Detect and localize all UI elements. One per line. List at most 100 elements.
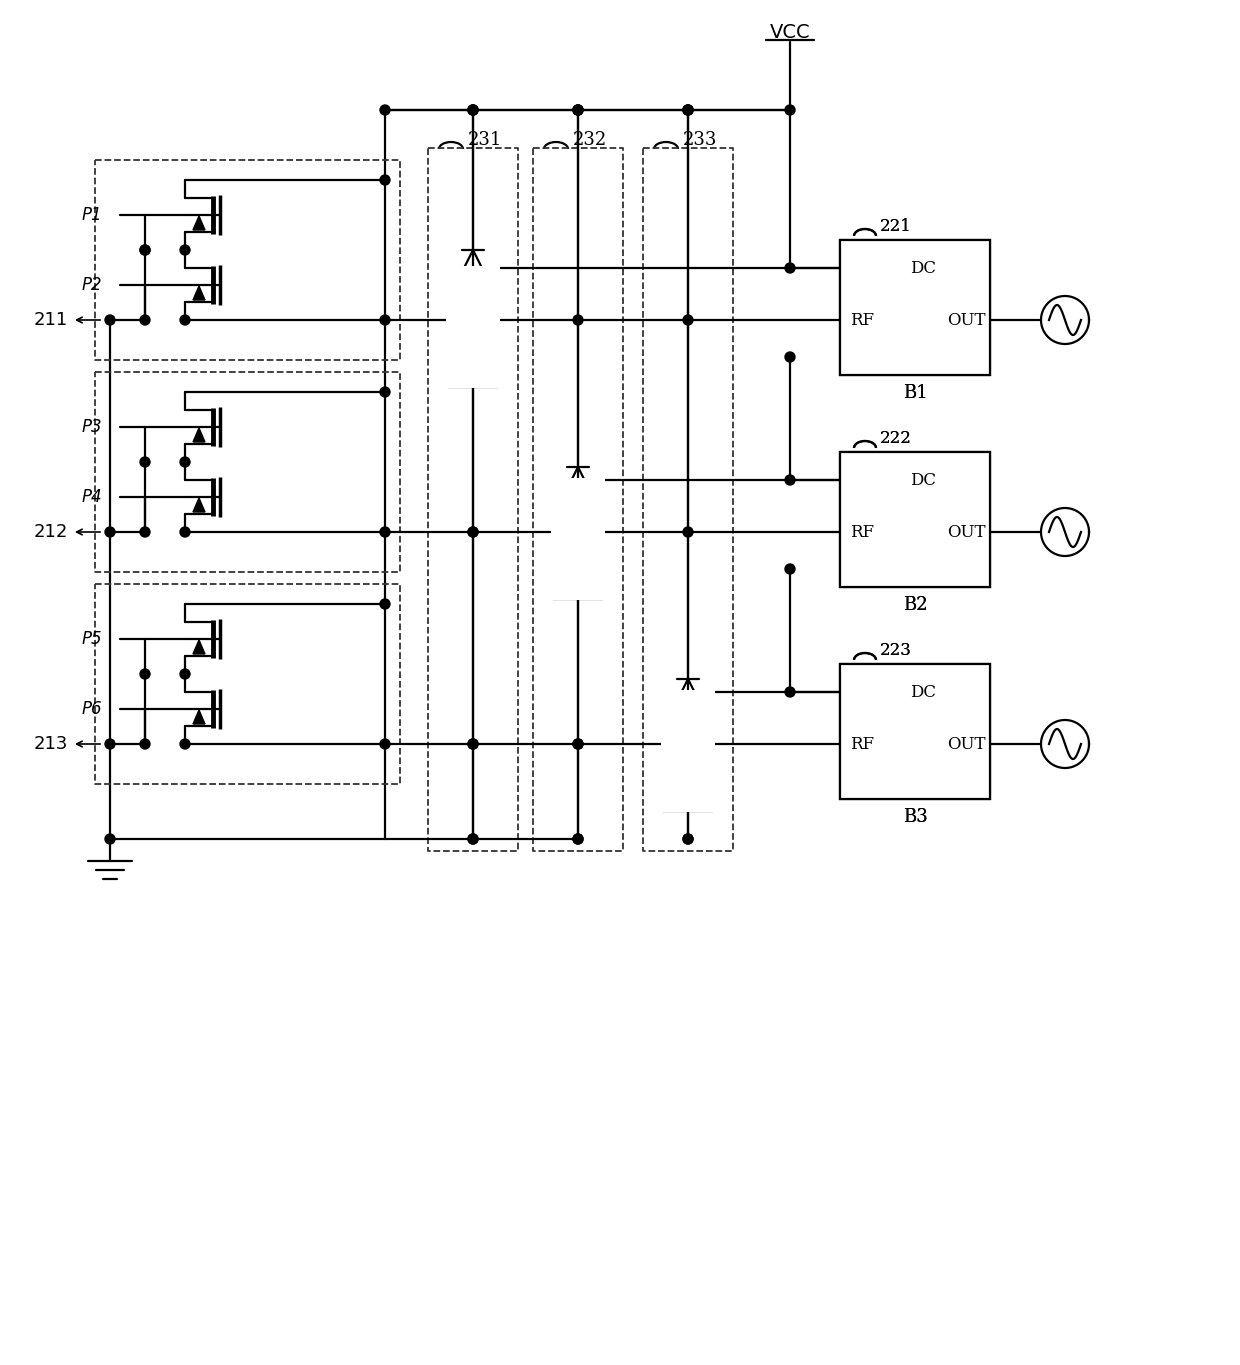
Text: OUT: OUT xyxy=(947,524,986,541)
Text: B3: B3 xyxy=(903,808,928,826)
Circle shape xyxy=(785,105,795,115)
FancyBboxPatch shape xyxy=(551,478,605,547)
Text: P5: P5 xyxy=(82,631,102,648)
Text: OUT: OUT xyxy=(947,519,986,536)
Text: OUT: OUT xyxy=(947,307,986,324)
Text: P1: P1 xyxy=(82,206,102,224)
Circle shape xyxy=(379,527,391,536)
Text: DC: DC xyxy=(910,471,936,489)
Text: RF: RF xyxy=(849,311,874,329)
Circle shape xyxy=(683,105,693,115)
Circle shape xyxy=(180,738,190,749)
Circle shape xyxy=(379,315,391,325)
Circle shape xyxy=(467,834,477,844)
Circle shape xyxy=(140,527,150,536)
Text: 212: 212 xyxy=(33,523,68,541)
Circle shape xyxy=(467,315,477,325)
Text: RF: RF xyxy=(849,736,874,752)
Circle shape xyxy=(573,834,583,844)
Text: B1: B1 xyxy=(903,384,928,403)
Circle shape xyxy=(140,244,150,255)
Circle shape xyxy=(573,738,583,749)
Text: RF: RF xyxy=(849,307,874,324)
FancyBboxPatch shape xyxy=(661,689,715,760)
Circle shape xyxy=(467,105,477,115)
Circle shape xyxy=(573,527,583,536)
FancyBboxPatch shape xyxy=(446,266,500,336)
Circle shape xyxy=(785,564,795,575)
Circle shape xyxy=(379,175,391,186)
Text: VCC: VCC xyxy=(770,22,810,41)
Text: 221: 221 xyxy=(880,217,911,235)
Text: DC: DC xyxy=(910,684,936,700)
Circle shape xyxy=(379,599,391,609)
Circle shape xyxy=(785,352,795,362)
Circle shape xyxy=(467,834,477,844)
Text: RF: RF xyxy=(849,519,874,536)
Circle shape xyxy=(379,738,391,749)
FancyBboxPatch shape xyxy=(839,452,990,587)
Circle shape xyxy=(573,105,583,115)
Circle shape xyxy=(573,738,583,749)
Circle shape xyxy=(467,315,477,325)
Circle shape xyxy=(683,315,693,325)
Polygon shape xyxy=(193,640,205,654)
Polygon shape xyxy=(193,710,205,723)
Circle shape xyxy=(573,105,583,115)
Circle shape xyxy=(683,527,693,536)
Text: OUT: OUT xyxy=(947,732,986,748)
Text: P2: P2 xyxy=(82,276,102,293)
Circle shape xyxy=(180,457,190,467)
Circle shape xyxy=(105,738,115,749)
Circle shape xyxy=(180,527,190,536)
Circle shape xyxy=(180,669,190,678)
Text: RF: RF xyxy=(849,524,874,541)
Circle shape xyxy=(683,738,693,749)
Text: 222: 222 xyxy=(880,430,911,446)
Text: DC: DC xyxy=(910,259,936,277)
Text: RF: RF xyxy=(849,732,874,748)
Circle shape xyxy=(467,527,477,536)
Circle shape xyxy=(683,834,693,844)
FancyBboxPatch shape xyxy=(551,530,605,601)
Text: OUT: OUT xyxy=(947,311,986,329)
Text: 233: 233 xyxy=(683,131,718,149)
Circle shape xyxy=(785,687,795,698)
Circle shape xyxy=(140,457,150,467)
Circle shape xyxy=(379,105,391,115)
Circle shape xyxy=(573,105,583,115)
FancyBboxPatch shape xyxy=(661,743,715,812)
Circle shape xyxy=(180,244,190,255)
Circle shape xyxy=(379,388,391,397)
Text: B2: B2 xyxy=(903,597,928,614)
Circle shape xyxy=(683,105,693,115)
Circle shape xyxy=(180,315,190,325)
Text: B2: B2 xyxy=(903,597,928,614)
Polygon shape xyxy=(193,216,205,229)
Polygon shape xyxy=(193,429,205,442)
Text: P3: P3 xyxy=(82,418,102,435)
Circle shape xyxy=(785,475,795,485)
Circle shape xyxy=(573,527,583,536)
FancyBboxPatch shape xyxy=(839,663,990,799)
Circle shape xyxy=(683,738,693,749)
Circle shape xyxy=(140,738,150,749)
FancyBboxPatch shape xyxy=(839,452,990,587)
Text: 211: 211 xyxy=(33,311,68,329)
Text: 223: 223 xyxy=(880,642,911,658)
Text: DC: DC xyxy=(910,684,936,700)
Text: 221: 221 xyxy=(880,217,911,235)
Circle shape xyxy=(573,834,583,844)
Circle shape xyxy=(573,315,583,325)
Circle shape xyxy=(467,738,477,749)
Text: 222: 222 xyxy=(880,430,911,446)
Circle shape xyxy=(140,669,150,678)
Text: B3: B3 xyxy=(903,808,928,826)
Text: P6: P6 xyxy=(82,700,102,718)
Text: 223: 223 xyxy=(880,642,911,658)
Circle shape xyxy=(683,105,693,115)
FancyBboxPatch shape xyxy=(446,318,500,388)
Polygon shape xyxy=(193,287,205,300)
Text: 232: 232 xyxy=(573,131,608,149)
Circle shape xyxy=(105,527,115,536)
